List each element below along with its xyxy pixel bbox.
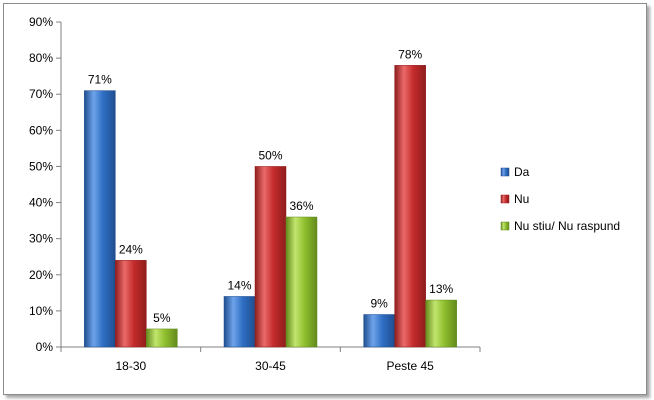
bar-da-30-45 xyxy=(223,296,256,348)
chart-legend: Da Nu Nu stiu/ Nu raspund xyxy=(500,165,620,233)
x-tick-label: 30-45 xyxy=(255,359,286,373)
bar-nu-stiu-nu-raspund-18-30 xyxy=(146,328,178,348)
data-label: 78% xyxy=(398,47,422,61)
data-label: 36% xyxy=(289,199,313,213)
legend-label: Da xyxy=(514,165,530,179)
x-tick-label: 18-30 xyxy=(115,359,146,373)
bar-nu-18-30 xyxy=(115,260,147,348)
bar-nu-stiu-nu-raspund-30-45 xyxy=(285,216,318,348)
y-tick-label: 80% xyxy=(29,51,53,65)
chart-bars xyxy=(84,65,457,348)
bar-da-18-30 xyxy=(84,90,116,348)
x-tick-label: Peste 45 xyxy=(386,359,434,373)
legend-label: Nu stiu/ Nu raspund xyxy=(514,219,620,233)
chart-frame: 0% 10% 20% 30% 40% 50% 60% 70% 80% 90% 18-30 30-45 P… xyxy=(3,3,647,395)
bar-nu-stiu-nu-raspund-peste-45 xyxy=(425,299,457,348)
chart-data-labels: 71% 24% 5% 14% 50% 36% 9% 78% 13% xyxy=(88,47,454,325)
bar-nu-peste-45 xyxy=(394,65,426,348)
data-label: 13% xyxy=(429,282,453,296)
y-tick-label: 60% xyxy=(29,123,53,137)
y-tick-label: 0% xyxy=(36,340,54,354)
data-label: 24% xyxy=(119,242,143,256)
legend-swatch xyxy=(500,221,510,231)
y-tick-label: 20% xyxy=(29,268,53,282)
bar-chart: 0% 10% 20% 30% 40% 50% 60% 70% 80% 90% 18-30 30-45 P… xyxy=(29,15,620,373)
bar-nu-30-45 xyxy=(254,166,287,348)
y-tick-label: 30% xyxy=(29,232,53,246)
data-label: 9% xyxy=(370,297,388,311)
bar-da-peste-45 xyxy=(363,314,395,348)
legend-swatch xyxy=(500,194,510,204)
data-label: 50% xyxy=(258,148,282,162)
y-tick-label: 50% xyxy=(29,159,53,173)
data-label: 14% xyxy=(227,278,251,292)
data-label: 71% xyxy=(88,73,112,87)
data-label: 5% xyxy=(153,311,171,325)
y-tick-label: 70% xyxy=(29,87,53,101)
y-tick-label: 40% xyxy=(29,196,53,210)
chart-axes: 0% 10% 20% 30% 40% 50% 60% 70% 80% 90% 18-30 30-45 P… xyxy=(29,15,481,373)
legend-label: Nu xyxy=(514,192,529,206)
y-tick-label: 90% xyxy=(29,15,53,29)
y-tick-label: 10% xyxy=(29,304,53,318)
legend-swatch xyxy=(500,167,510,177)
